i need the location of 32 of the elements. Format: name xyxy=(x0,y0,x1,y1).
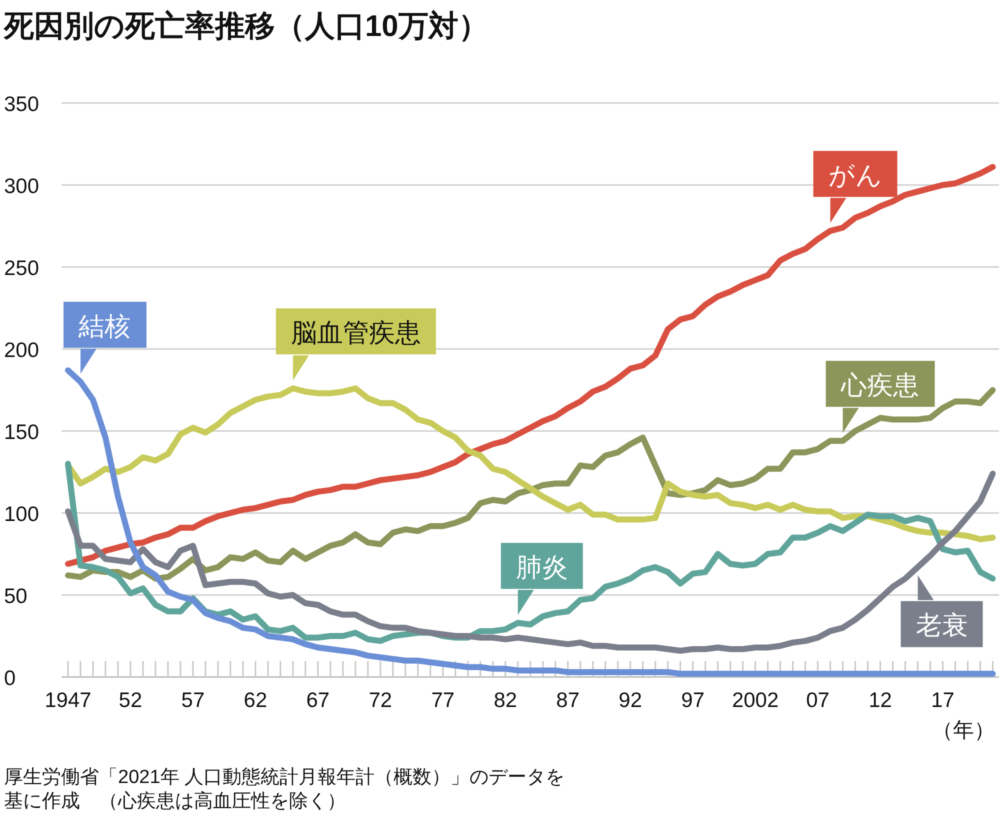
series-label: がん xyxy=(828,160,882,190)
x-tick-label: 12 xyxy=(868,689,892,712)
y-tick-label: 100 xyxy=(4,503,40,526)
x-tick-label: 87 xyxy=(556,689,580,712)
series-label: 心疾患 xyxy=(840,370,919,400)
x-tick-label: 72 xyxy=(368,689,392,712)
text: 厚生労働省「2021年 人口動態統計月報年計（概数）」のデータを基に作成 （心疾患は高血圧性を除く） xyxy=(4,766,566,814)
chart-title: 死因別の死亡率推移（人口10万対） xyxy=(3,9,488,43)
x-tick-label: 57 xyxy=(181,689,205,712)
x-axis-title: （年） xyxy=(932,719,995,742)
x-tick-label: 82 xyxy=(494,689,518,712)
x-tick-label: 17 xyxy=(931,689,954,712)
x-tick-label: 62 xyxy=(244,689,268,712)
series-label: 結核 xyxy=(77,310,130,341)
y-tick-label: 150 xyxy=(4,421,40,444)
x-tick-label: 67 xyxy=(306,689,330,712)
x-tick-label: 2002 xyxy=(732,689,779,712)
y-tick-label: 350 xyxy=(4,93,40,116)
x-tick-label: 1947 xyxy=(44,689,92,712)
y-tick-label: 0 xyxy=(4,667,16,690)
x-tick-label: 52 xyxy=(118,689,142,712)
x-tick-label: 77 xyxy=(431,689,455,712)
y-tick-label: 50 xyxy=(4,585,28,608)
y-tick-label: 300 xyxy=(4,175,40,198)
legend-label: 老衰 xyxy=(916,610,968,640)
series-label: 肺炎 xyxy=(516,552,568,582)
x-tick-label: 07 xyxy=(806,689,830,712)
y-tick-label: 200 xyxy=(4,339,40,362)
series-label: 脳血管疾患 xyxy=(290,317,421,348)
y-tick-label: 250 xyxy=(4,257,40,280)
x-tick-label: 92 xyxy=(618,689,642,712)
x-tick-label: 97 xyxy=(681,689,705,712)
